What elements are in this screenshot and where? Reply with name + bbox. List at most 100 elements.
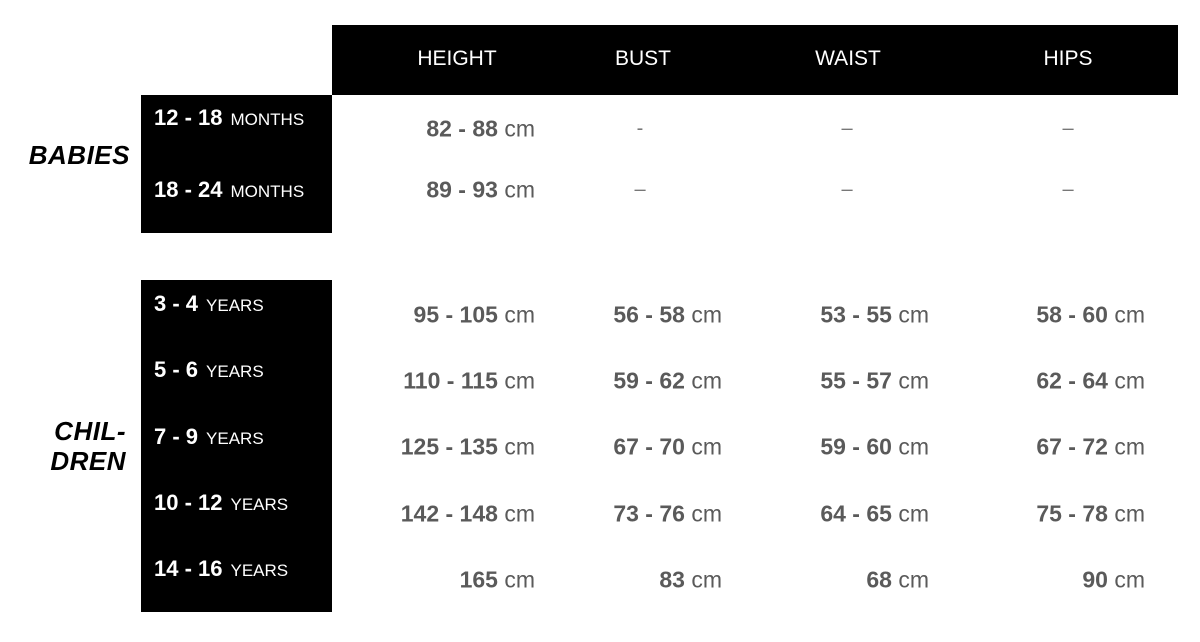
age-label: 14 - 16 YEARS <box>154 556 288 582</box>
unit-label: cm <box>898 301 929 328</box>
children-label-line2: DREN <box>50 446 126 476</box>
unit-label: cm <box>504 176 535 203</box>
waist-number: 53 - 55 <box>820 301 892 328</box>
hips-number: 75 - 78 <box>1036 500 1108 527</box>
unit-label: cm <box>504 367 535 394</box>
waist-value: – <box>841 178 853 201</box>
header-height: HEIGHT <box>417 47 497 70</box>
height-number: 82 - 88 <box>426 115 498 142</box>
bust-number: 83 <box>659 566 685 593</box>
unit-label: cm <box>691 500 722 527</box>
height-value: 82 - 88 cm <box>426 116 535 143</box>
height-value: 165 cm <box>460 567 535 594</box>
header-bust: BUST <box>614 47 672 70</box>
age-range: 10 - 12 <box>154 490 223 515</box>
height-number: 125 - 135 <box>400 433 498 460</box>
age-label: 12 - 18 MONTHS <box>154 105 304 131</box>
bust-value: – <box>634 178 646 201</box>
unit-label: cm <box>691 566 722 593</box>
unit-label: cm <box>504 500 535 527</box>
unit-label: cm <box>691 433 722 460</box>
hips-value: – <box>1062 178 1074 201</box>
bust-value: 59 - 62 cm <box>613 368 722 395</box>
age-label: 5 - 6 YEARS <box>154 357 264 383</box>
bust-value: 67 - 70 cm <box>613 434 722 461</box>
bust-number: 73 - 76 <box>613 500 685 527</box>
age-unit: MONTHS <box>230 110 305 129</box>
hips-value: – <box>1062 117 1074 140</box>
height-number: 165 <box>459 566 498 593</box>
unit-label: cm <box>691 367 722 394</box>
age-range: 3 - 4 <box>154 291 199 316</box>
height-number: 110 - 115 <box>403 367 498 394</box>
height-value: 95 - 105 cm <box>414 302 535 329</box>
height-number: 95 - 105 <box>413 301 498 328</box>
age-label: 7 - 9 YEARS <box>154 424 264 450</box>
height-number: 89 - 93 <box>426 176 498 203</box>
waist-value: – <box>841 117 853 140</box>
babies-group-label: BABIES <box>28 140 130 170</box>
unit-label: cm <box>898 433 929 460</box>
waist-value: 64 - 65 cm <box>820 501 929 528</box>
waist-number: 68 <box>866 566 892 593</box>
bust-number: 56 - 58 <box>613 301 685 328</box>
waist-value: 55 - 57 cm <box>820 368 929 395</box>
column-header-bar <box>332 25 1178 95</box>
unit-label: cm <box>898 566 929 593</box>
age-unit: YEARS <box>206 429 264 448</box>
waist-number: 64 - 65 <box>820 500 892 527</box>
height-value: 142 - 148 cm <box>401 501 535 528</box>
height-value: 89 - 93 cm <box>426 177 535 204</box>
age-range: 14 - 16 <box>154 556 223 581</box>
age-range: 7 - 9 <box>154 424 199 449</box>
age-range: 12 - 18 <box>154 105 223 130</box>
age-range: 5 - 6 <box>154 357 199 382</box>
waist-number: 55 - 57 <box>820 367 892 394</box>
unit-label: cm <box>504 115 535 142</box>
bust-value: 56 - 58 cm <box>613 302 722 329</box>
unit-label: cm <box>898 500 929 527</box>
hips-number: 58 - 60 <box>1036 301 1108 328</box>
unit-label: cm <box>1114 433 1145 460</box>
hips-value: 58 - 60 cm <box>1036 302 1145 329</box>
unit-label: cm <box>504 433 535 460</box>
age-label: 3 - 4 YEARS <box>154 291 264 317</box>
unit-label: cm <box>1114 500 1145 527</box>
unit-label: cm <box>691 301 722 328</box>
age-unit: YEARS <box>206 362 264 381</box>
unit-label: cm <box>1114 566 1145 593</box>
waist-value: 68 cm <box>866 567 929 594</box>
height-value: 110 - 115 cm <box>403 368 535 395</box>
height-value: 125 - 135 cm <box>401 434 535 461</box>
unit-label: cm <box>1114 367 1145 394</box>
unit-label: cm <box>898 367 929 394</box>
hips-value: 90 cm <box>1082 567 1145 594</box>
bust-value: 73 - 76 cm <box>613 501 722 528</box>
age-label: 18 - 24 MONTHS <box>154 177 304 203</box>
hips-number: 90 <box>1082 566 1108 593</box>
height-number: 142 - 148 <box>400 500 498 527</box>
age-unit: YEARS <box>230 495 289 514</box>
unit-label: cm <box>1114 301 1145 328</box>
hips-number: 62 - 64 <box>1036 367 1108 394</box>
bust-number: 59 - 62 <box>613 367 685 394</box>
hips-number: 67 - 72 <box>1036 433 1108 460</box>
waist-value: 59 - 60 cm <box>820 434 929 461</box>
waist-value: 53 - 55 cm <box>820 302 929 329</box>
babies-age-box <box>141 95 332 233</box>
hips-value: 62 - 64 cm <box>1036 368 1145 395</box>
age-label: 10 - 12 YEARS <box>154 490 288 516</box>
age-unit: YEARS <box>230 561 289 580</box>
unit-label: cm <box>504 566 535 593</box>
age-unit: YEARS <box>206 296 264 315</box>
age-range: 18 - 24 <box>154 177 223 202</box>
children-age-box <box>141 280 332 612</box>
bust-value: - <box>636 117 644 140</box>
children-group-label: CHIL- DREN <box>10 416 126 476</box>
bust-number: 67 - 70 <box>613 433 685 460</box>
bust-value: 83 cm <box>659 567 722 594</box>
header-waist: WAIST <box>815 47 881 70</box>
children-label-line1: CHIL- <box>54 416 126 446</box>
unit-label: cm <box>504 301 535 328</box>
age-unit: MONTHS <box>230 182 305 201</box>
